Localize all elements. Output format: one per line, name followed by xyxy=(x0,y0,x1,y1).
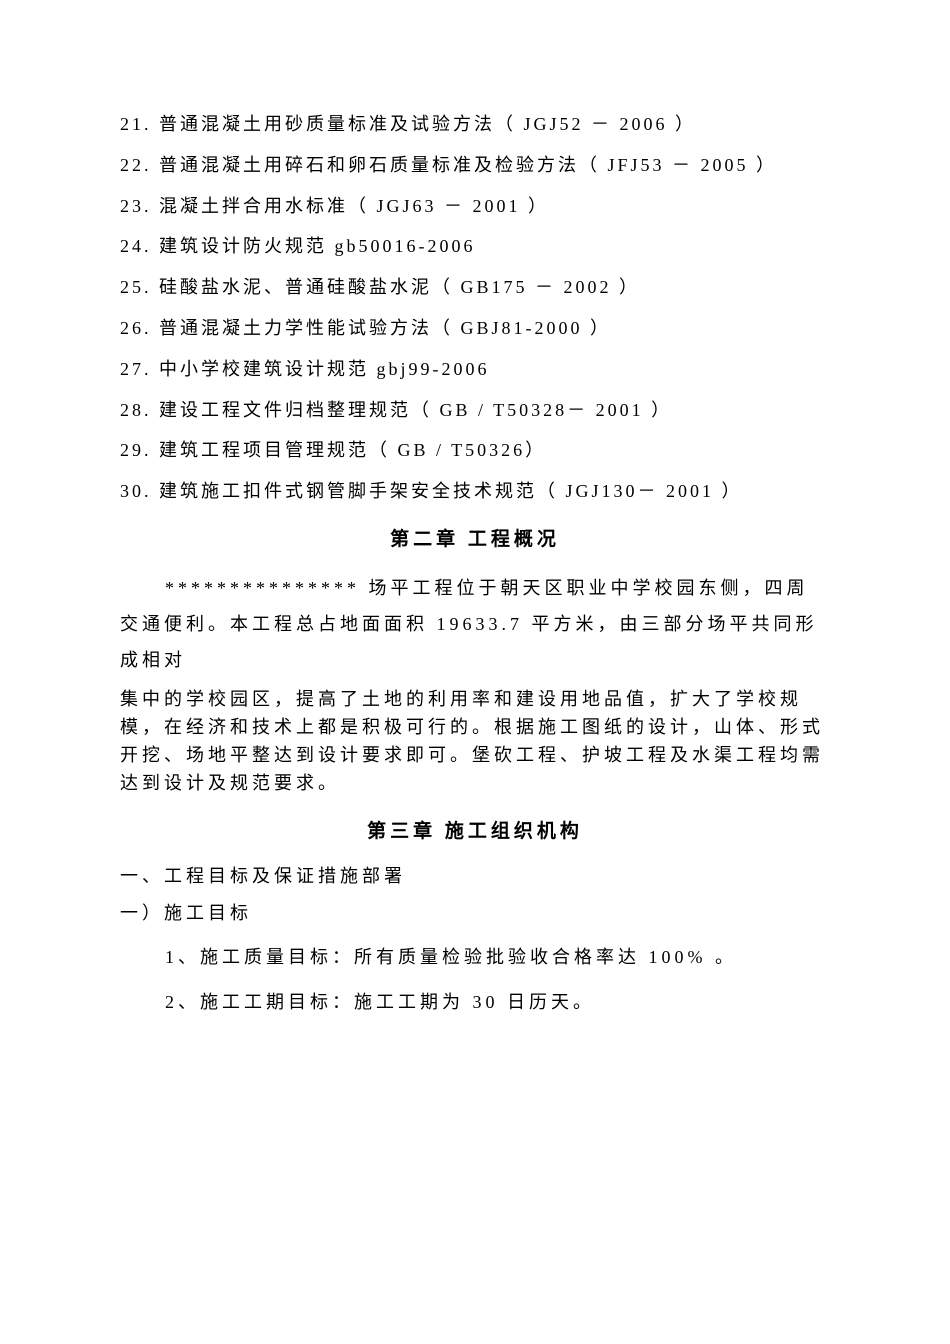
spec-item-30: 30. 建筑施工扣件式钢管脚手架安全技术规范（ JGJ130－ 2001 ） xyxy=(120,477,830,506)
chapter-2-paragraph-b: 集中的学校园区，提高了土地的利用率和建设用地品值，扩大了学校规模，在经济和技术上… xyxy=(120,686,830,798)
chapter-2-paragraph-a: *************** 场平工程位于朝天区职业中学校园东侧，四周交通便利… xyxy=(120,570,830,678)
spec-item-23: 23. 混凝土拌合用水标准（ JGJ63 － 2001 ） xyxy=(120,192,830,221)
goal-item-2: 2、施工工期目标：施工工期为 30 日历天。 xyxy=(120,982,830,1023)
document-page: 21. 普通混凝土用砂质量标准及试验方法（ JGJ52 － 2006 ） 22.… xyxy=(0,0,950,1087)
chapter-3-title: 第三章 施工组织机构 xyxy=(120,818,830,847)
spec-item-26: 26. 普通混凝土力学性能试验方法（ GBJ81-2000 ） xyxy=(120,314,830,343)
chapter-2-title: 第二章 工程概况 xyxy=(120,526,830,555)
spec-item-25: 25. 硅酸盐水泥、普通硅酸盐水泥（ GB175 － 2002 ） xyxy=(120,273,830,302)
spec-item-21: 21. 普通混凝土用砂质量标准及试验方法（ JGJ52 － 2006 ） xyxy=(120,110,830,139)
spec-item-24: 24. 建筑设计防火规范 gb50016-2006 xyxy=(120,232,830,261)
spec-item-28: 28. 建设工程文件归档整理规范（ GB / T50328－ 2001 ） xyxy=(120,396,830,425)
goal-item-1: 1、施工质量目标：所有质量检验批验收合格率达 100% 。 xyxy=(120,937,830,978)
spec-item-29: 29. 建筑工程项目管理规范（ GB / T50326） xyxy=(120,436,830,465)
spec-item-22: 22. 普通混凝土用碎石和卵石质量标准及检验方法（ JFJ53 － 2005 ） xyxy=(120,151,830,180)
section-1-heading: 一、工程目标及保证措施部署 xyxy=(120,863,830,890)
spec-item-27: 27. 中小学校建筑设计规范 gbj99-2006 xyxy=(120,355,830,384)
subsection-1-heading: 一）施工目标 xyxy=(120,900,830,927)
